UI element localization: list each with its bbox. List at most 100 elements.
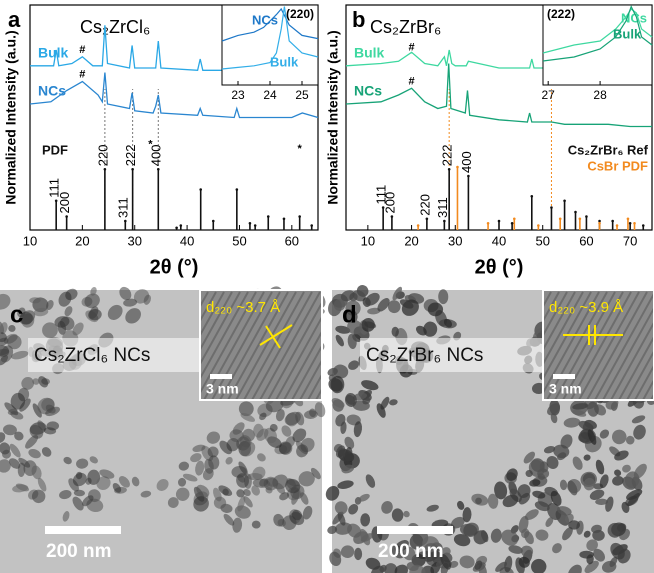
nanocrystal [207,446,219,458]
nanocrystal [295,411,305,426]
scale-bar [45,526,121,534]
nanocrystal [259,412,267,421]
nanocrystal [627,492,640,507]
nanocrystal [265,483,273,491]
nanocrystal [225,456,233,465]
nanocrystal [63,456,72,465]
x-tick-label: 50 [232,233,246,248]
nanocrystal [263,427,277,444]
nanocrystal [325,485,340,501]
nanocrystal [7,408,18,416]
nanocrystal [119,286,132,301]
nanocrystal [335,334,344,347]
stick-cap [425,217,429,221]
nanocrystal [340,290,355,302]
nanocrystal [14,431,24,441]
nanocrystal [586,539,598,551]
hkl-label: 220 [95,145,110,167]
nanocrystal [167,497,179,508]
nanocrystal [599,429,610,439]
stick-cap [628,221,632,225]
stick-cap [124,219,127,223]
nanocrystal [552,543,562,554]
lattice-fringe [546,291,608,399]
nanocrystal [631,415,646,424]
nanocrystal [337,449,354,462]
lattice-fringe [578,291,640,399]
nanocrystal [572,403,589,410]
nanocrystal [384,563,398,573]
nanocrystal [190,453,202,463]
inset-title: (222) [547,7,575,21]
nanocrystal [462,507,472,523]
inset-curve [542,5,653,62]
lattice-fringe [251,291,313,399]
nanocrystal [475,497,482,505]
nanocrystal [358,493,370,502]
nanocrystal [21,377,35,390]
nanocrystal [310,467,321,480]
nanocrystal [601,560,617,573]
inset-series-label: Bulk [613,26,642,41]
nanocrystal [259,478,269,487]
nanocrystal [344,392,357,407]
nanocrystal [508,545,523,554]
nanocrystal [32,403,42,418]
inset-series-label: NCs [621,10,647,25]
nanocrystal [394,539,409,552]
nanocrystal [550,413,558,424]
nanocrystal [196,484,210,498]
nanocrystal [156,478,169,491]
inset-curve [221,6,319,70]
nanocrystal [236,473,249,488]
nanocrystal [399,299,414,309]
nanocrystal [367,307,381,315]
lattice-fringe [307,374,321,399]
stick-cap [199,188,203,191]
nanocrystal [501,529,519,546]
nanocrystal [525,469,533,478]
nanocrystal [96,476,111,490]
nanocrystal [31,489,46,504]
series-label: Bulk [354,44,385,60]
stick-cap [467,174,470,178]
stick-cap [235,188,239,191]
nanocrystal [269,423,278,432]
inset-x-tick-label: 24 [263,88,277,102]
lattice-fringe [634,365,653,399]
lattice-fringe [211,291,273,399]
inset-curve [221,7,319,42]
nanocrystal [42,322,58,339]
nanocrystal [251,520,261,529]
stick-cap [598,221,601,225]
reference-name: Cs₂ZrBr₆ Ref [568,143,649,158]
nanocrystal [82,495,94,507]
lattice-fringe [602,307,653,399]
stick-cap [282,217,286,221]
nanocrystal [593,548,606,562]
d-spacing-label: d₂₂₀ ~3.9 Å [549,299,623,316]
nanocrystal [568,520,580,530]
nanocrystal [348,360,359,370]
nanocrystal [62,511,70,522]
stick-cap [611,219,614,223]
nanocrystal [285,436,295,448]
nanocrystal [0,459,11,473]
series-label: Bulk [38,44,69,60]
nanocrystal [8,458,21,469]
nanocrystal [2,424,17,436]
lattice-fringe [201,291,257,394]
inset-x-tick-label: 23 [231,88,245,102]
nanocrystal [562,527,573,541]
nanocrystal [589,489,605,500]
nanocrystal [25,435,39,449]
inset-x-tick-label: 27 [542,88,556,102]
nanocrystal [279,492,290,501]
lattice-fringe [235,291,297,399]
stick-cap [537,224,540,227]
nanocrystal [480,530,489,543]
annotation: * [148,138,153,150]
nanocrystal [625,435,635,445]
lattice-fringe [201,291,217,322]
x-tick-label: 10 [23,233,37,248]
